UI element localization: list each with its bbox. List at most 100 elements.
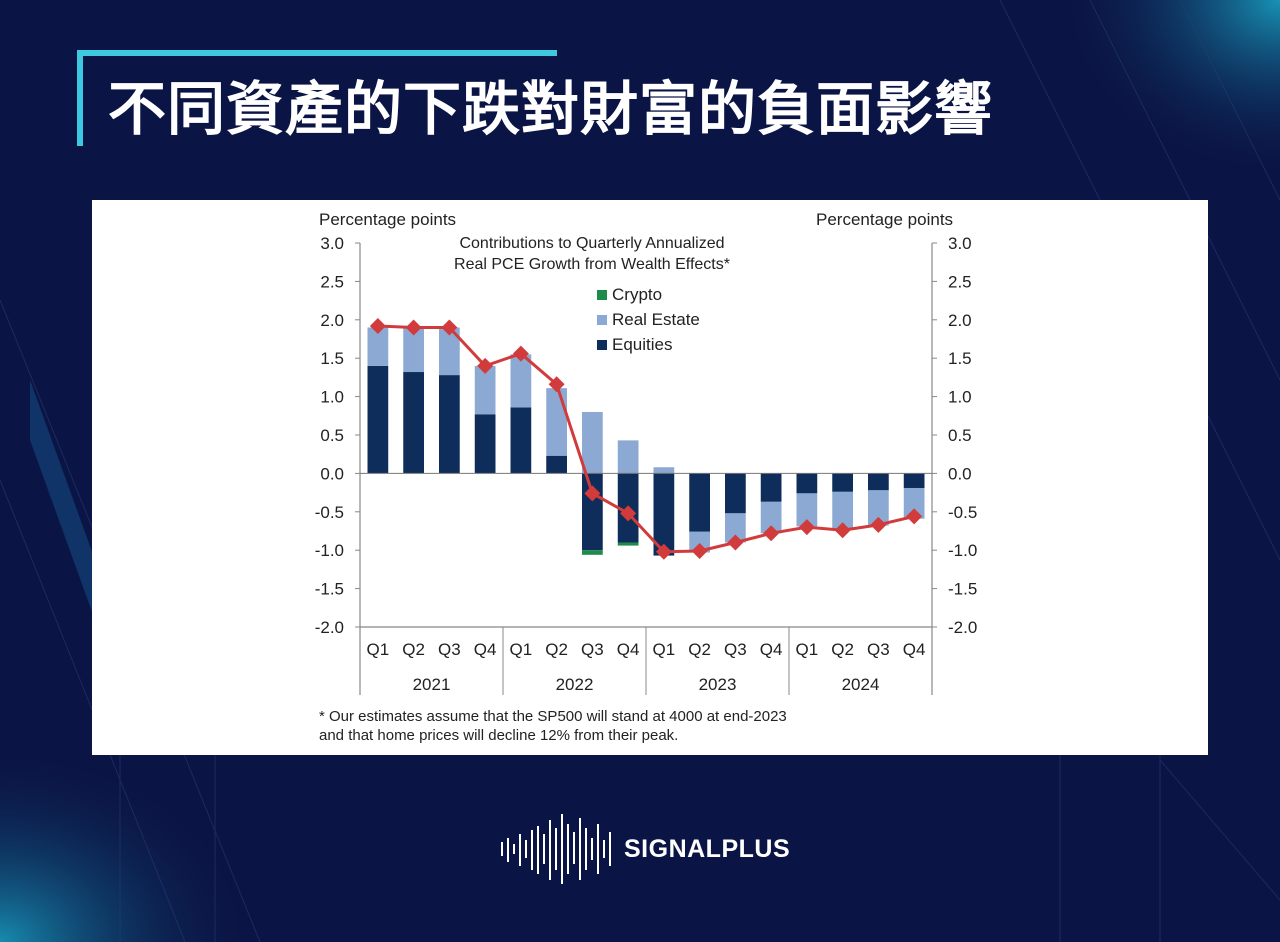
bar-real-estate xyxy=(868,490,889,526)
total-marker xyxy=(512,345,529,362)
total-marker xyxy=(620,505,637,522)
y-tick-label-left: -1.5 xyxy=(315,580,344,599)
legend-item-equities: Equities xyxy=(597,332,700,357)
bar-crypto xyxy=(582,550,603,555)
bar-real-estate xyxy=(439,327,460,376)
total-marker xyxy=(441,319,458,336)
x-tick-label-quarter: Q2 xyxy=(545,640,568,659)
y-tick-label-left: -0.5 xyxy=(315,503,344,522)
signal-waveform-icon xyxy=(501,814,611,884)
y-tick-label-right: 0.5 xyxy=(948,426,972,445)
bar-real-estate xyxy=(796,493,818,527)
bar-equities xyxy=(725,473,746,514)
bar-real-estate xyxy=(367,327,389,366)
total-marker xyxy=(763,525,780,542)
chart-title-line-2: Real PCE Growth from Wealth Effects* xyxy=(454,256,730,273)
chart-legend: Crypto Real Estate Equities xyxy=(597,282,700,357)
x-tick-label-quarter: Q2 xyxy=(402,640,425,659)
bar-real-estate xyxy=(653,467,675,474)
y-tick-label-left: 3.0 xyxy=(320,234,344,253)
bar-real-estate xyxy=(510,354,532,408)
legend-swatch-real-estate xyxy=(597,314,607,325)
x-tick-label-year: 2024 xyxy=(842,675,880,694)
bar-equities xyxy=(868,473,889,491)
y-tick-label-left: 1.0 xyxy=(320,388,344,407)
bar-real-estate xyxy=(546,388,567,456)
x-tick-label-quarter: Q1 xyxy=(796,640,819,659)
x-tick-label-quarter: Q2 xyxy=(688,640,711,659)
wealth-effects-chart: 3.0 3.0 2.5 2.5 2.0 2.0 1.5 1.5 1.0 1.0 0.5 0.5 0.0 0… xyxy=(315,234,977,695)
chart-footnote-line-1: * Our estimates assume that the SP500 wi… xyxy=(319,708,787,725)
total-marker xyxy=(655,543,672,560)
y-tick-label-right: 2.0 xyxy=(948,311,972,330)
title-accent-bar-vertical xyxy=(77,50,83,146)
y-tick-label-left: 2.5 xyxy=(320,272,344,291)
x-tick-label-year: 2023 xyxy=(699,675,737,694)
x-tick-label-year: 2022 xyxy=(556,675,594,694)
y-tick-label-left: 2.0 xyxy=(320,311,344,330)
y-tick-label-right: 1.0 xyxy=(948,388,972,407)
y-tick-label-left: -1.0 xyxy=(315,541,344,560)
bar-equities xyxy=(903,473,925,488)
y-axis-label-left: Percentage points xyxy=(319,210,457,229)
y-tick-label-left: -2.0 xyxy=(315,618,344,637)
legend-item-crypto: Crypto xyxy=(597,282,700,307)
x-tick-label-quarter: Q4 xyxy=(903,640,926,659)
x-tick-label-quarter: Q3 xyxy=(438,640,461,659)
x-tick-label-quarter: Q1 xyxy=(510,640,533,659)
bar-equities xyxy=(582,473,603,551)
bar-real-estate xyxy=(689,531,710,553)
x-tick-label-quarter: Q2 xyxy=(831,640,854,659)
bar-equities xyxy=(653,473,675,556)
y-tick-label-left: 0.5 xyxy=(320,426,344,445)
chart-title-line-1: Contributions to Quarterly Annualized xyxy=(459,235,725,252)
y-tick-label-right: -2.0 xyxy=(948,618,977,637)
total-marker xyxy=(477,357,494,374)
title-accent-bar xyxy=(77,50,557,56)
bar-equities xyxy=(760,473,782,502)
legend-label-crypto: Crypto xyxy=(612,284,663,304)
bar-equities xyxy=(403,372,424,474)
total-line xyxy=(377,324,915,554)
total-marker xyxy=(369,317,386,334)
legend-label-equities: Equities xyxy=(612,334,673,354)
bar-equities xyxy=(474,414,496,474)
total-marker xyxy=(870,516,887,533)
bar-equities xyxy=(439,375,460,474)
bar-equities xyxy=(689,473,710,532)
x-tick-label-year: 2021 xyxy=(413,675,451,694)
brand-logo: SIGNALPLUS xyxy=(500,808,790,890)
y-tick-label-right: 1.5 xyxy=(948,349,972,368)
x-tick-label-quarter: Q3 xyxy=(867,640,890,659)
bar-real-estate xyxy=(725,513,746,543)
legend-label-real-estate: Real Estate xyxy=(612,309,700,329)
y-tick-label-right: 0.0 xyxy=(948,464,972,483)
total-marker xyxy=(834,522,851,539)
bar-real-estate xyxy=(832,491,853,530)
x-tick-label-quarter: Q3 xyxy=(724,640,747,659)
bar-equities xyxy=(546,455,567,474)
page-title: 不同資產的下跌對財富的負面影響 xyxy=(108,75,994,143)
legend-swatch-crypto xyxy=(597,289,607,300)
bar-real-estate xyxy=(903,487,925,519)
y-tick-label-right: -0.5 xyxy=(948,503,977,522)
bar-real-estate xyxy=(617,440,639,474)
y-tick-label-right: 2.5 xyxy=(948,272,972,291)
y-axis-label-right: Percentage points xyxy=(816,210,954,229)
chart-footnote-line-2: and that home prices will decline 12% fr… xyxy=(319,727,679,744)
bar-real-estate xyxy=(582,411,603,474)
y-tick-label-right: 3.0 xyxy=(948,234,972,253)
y-tick-label-right: -1.5 xyxy=(948,580,977,599)
bar-equities xyxy=(510,407,532,474)
x-tick-label-quarter: Q4 xyxy=(474,640,497,659)
x-tick-label-quarter: Q1 xyxy=(653,640,676,659)
x-tick-label-quarter: Q3 xyxy=(581,640,604,659)
total-marker xyxy=(691,542,708,559)
total-marker xyxy=(798,519,815,536)
bar-crypto xyxy=(617,542,639,546)
total-marker xyxy=(548,376,565,393)
bar-equities xyxy=(796,473,818,494)
y-tick-label-left: 0.0 xyxy=(320,464,344,483)
x-tick-label-quarter: Q1 xyxy=(367,640,390,659)
total-marker xyxy=(405,319,422,336)
